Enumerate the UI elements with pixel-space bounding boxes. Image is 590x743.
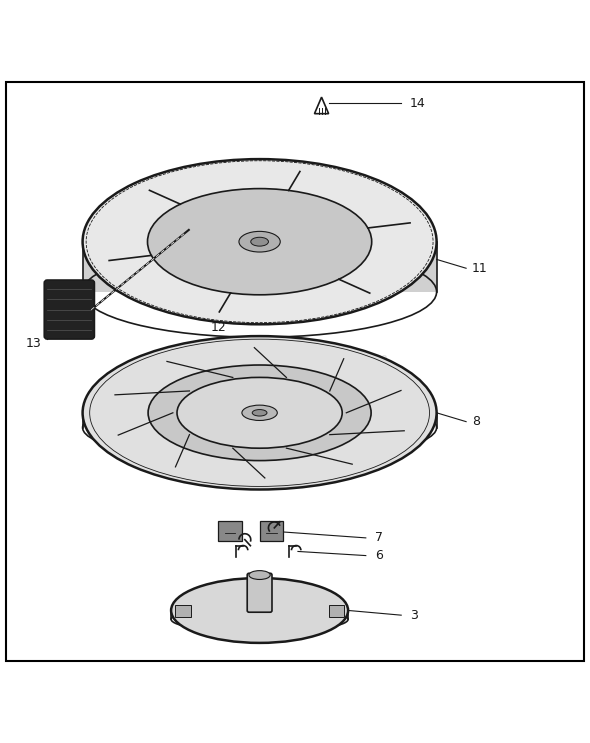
Ellipse shape bbox=[253, 409, 267, 416]
Ellipse shape bbox=[83, 159, 437, 324]
Text: 11: 11 bbox=[472, 262, 488, 275]
Text: 3: 3 bbox=[410, 609, 418, 622]
Text: 14: 14 bbox=[410, 97, 426, 109]
Text: 6: 6 bbox=[375, 549, 382, 562]
Text: 7: 7 bbox=[375, 531, 383, 545]
Polygon shape bbox=[83, 241, 437, 292]
FancyBboxPatch shape bbox=[247, 574, 272, 612]
Ellipse shape bbox=[148, 365, 371, 461]
Ellipse shape bbox=[83, 336, 437, 490]
Ellipse shape bbox=[242, 405, 277, 421]
Text: 8: 8 bbox=[472, 415, 480, 428]
Ellipse shape bbox=[249, 571, 270, 580]
Ellipse shape bbox=[251, 237, 268, 246]
Ellipse shape bbox=[177, 377, 342, 448]
FancyBboxPatch shape bbox=[218, 521, 242, 541]
FancyBboxPatch shape bbox=[260, 521, 283, 541]
Text: 12: 12 bbox=[211, 322, 226, 334]
FancyBboxPatch shape bbox=[175, 605, 191, 617]
Ellipse shape bbox=[171, 578, 348, 643]
FancyBboxPatch shape bbox=[44, 280, 94, 339]
Text: 13: 13 bbox=[25, 337, 41, 350]
FancyBboxPatch shape bbox=[329, 605, 344, 617]
Ellipse shape bbox=[239, 231, 280, 252]
Ellipse shape bbox=[148, 189, 372, 295]
Text: eReplacementParts.com: eReplacementParts.com bbox=[202, 352, 388, 367]
